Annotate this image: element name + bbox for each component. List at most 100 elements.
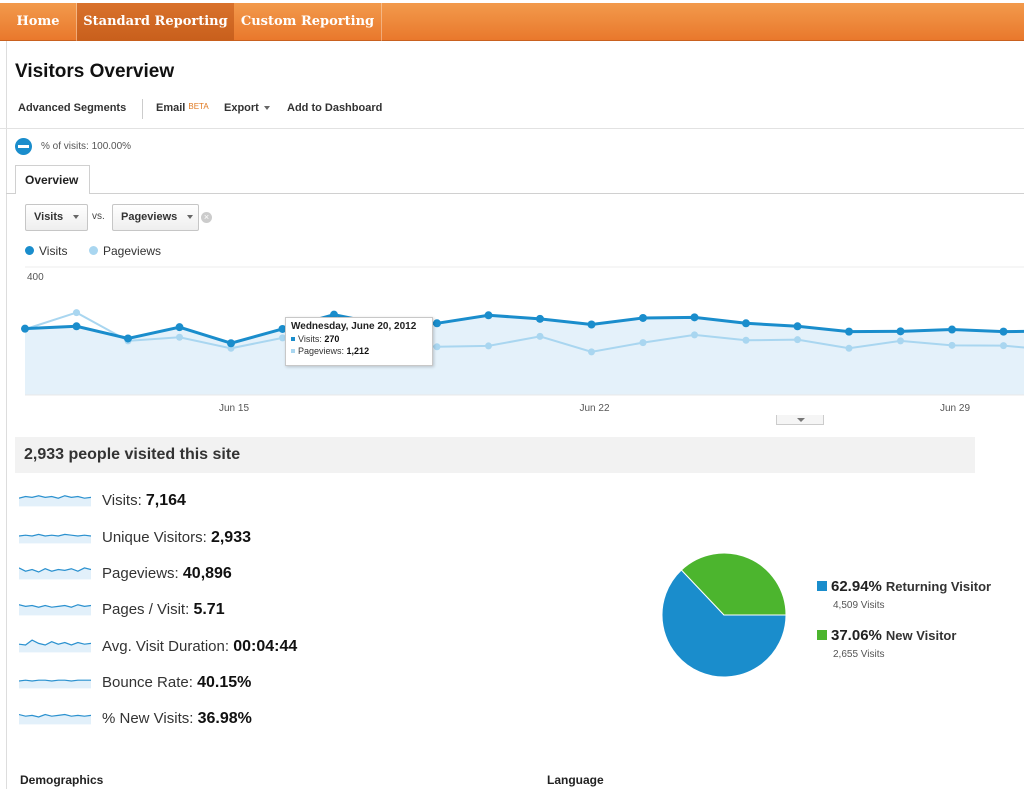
returning-label: Returning Visitor [885,579,992,594]
visits-point[interactable] [227,339,235,348]
primary-metric-label: Visits [34,211,64,223]
x-tick-label: Jun 29 [940,403,970,414]
pageviews-point[interactable] [588,348,595,356]
pie-legend-returning[interactable]: 62.94% Returning Visitor 4,509 Visits [817,578,991,611]
pageviews-point[interactable] [639,339,647,347]
nav-tab-standard-reporting[interactable]: Standard Reporting [77,3,234,41]
metric-value: 40.15% [197,674,252,691]
pageviews-point[interactable] [536,332,544,340]
metric-label: % New Visits: 36.98% [102,710,252,728]
visits-point[interactable] [948,325,956,334]
remove-comparison-icon[interactable]: × [201,212,212,223]
tooltip-pageviews: Pageviews: 1,212 [291,346,427,356]
visits-point[interactable] [845,327,853,336]
legend-visits-label: Visits [39,244,68,258]
visits-point[interactable] [793,322,802,331]
y-tick-label: 400 [27,272,44,283]
pageviews-point[interactable] [897,337,904,345]
metric-name: Bounce Rate: [102,674,193,691]
visits-point[interactable] [896,327,905,336]
visitor-type-pie-chart[interactable] [662,553,792,683]
actions-bar: Advanced Segments Email BETA Export Add t… [0,92,1024,129]
visits-point[interactable] [639,313,647,322]
metric-name: Pageviews: [102,565,179,582]
tooltip-visits: Visits: 270 [291,334,427,344]
visits-point[interactable] [433,319,441,328]
pageviews-point[interactable] [73,309,80,317]
vs-label: vs. [92,211,105,222]
visits-point[interactable] [536,314,544,323]
visits-point[interactable] [175,323,184,332]
sparkline-icon [19,604,91,616]
comparison-metric-label: Pageviews [121,211,178,223]
metric-label: Bounce Rate: 40.15% [102,674,251,692]
language-heading: Language [547,773,604,787]
nav-tab-custom-reporting[interactable]: Custom Reporting [234,3,382,41]
visits-point[interactable] [484,311,493,320]
x-tick-label: Jun 15 [219,403,249,414]
actions-divider [142,99,143,119]
pageviews-point[interactable] [845,344,853,352]
pageviews-point[interactable] [794,336,801,344]
beta-badge: BETA [188,102,209,111]
pageviews-point[interactable] [433,343,441,351]
new-label: New Visitor [885,628,957,643]
tab-divider-left [6,193,15,194]
primary-metric-select[interactable]: Visits [25,204,88,231]
pageviews-point[interactable] [279,334,286,342]
advanced-segments-button[interactable]: Advanced Segments [18,102,127,114]
legend-pageviews-dot [89,246,98,255]
email-button[interactable]: Email BETA [156,102,209,114]
export-button[interactable]: Export [224,102,270,114]
sparkline-icon [19,533,91,544]
pageviews-point[interactable] [1000,342,1007,350]
visits-point[interactable] [124,334,132,343]
pageviews-point[interactable] [485,342,492,350]
comparison-metric-select[interactable]: Pageviews [112,204,199,231]
visits-point[interactable] [278,324,287,333]
new-count: 2,655 Visits [833,649,885,660]
metric-name: Visits: [102,492,142,509]
summary-heading: 2,933 people visited this site [15,437,975,473]
tab-overview[interactable]: Overview [15,165,90,194]
x-tick-label: Jun 22 [579,403,609,414]
segment-percentage: % of visits: 100.00% [41,141,132,152]
chart-expand-handle[interactable] [776,415,824,425]
visits-point[interactable] [999,327,1008,336]
visits-point[interactable] [72,322,81,331]
metric-name: % New Visits: [102,710,194,727]
email-label: Email [156,102,186,114]
pageviews-point[interactable] [742,336,750,344]
pageviews-point[interactable] [948,341,956,349]
pie-slice-new[interactable] [680,553,787,616]
tab-divider [90,193,1024,194]
nav-tab-home[interactable]: Home [0,3,77,41]
tooltip-date: Wednesday, June 20, 2012 [291,321,417,332]
returning-count: 4,509 Visits [833,600,885,611]
legend-pageviews-label: Pageviews [103,244,162,258]
metric-value: 40,896 [182,565,232,582]
visits-point[interactable] [690,313,699,322]
returning-percent: 62.94% [831,578,882,595]
legend-pageviews[interactable]: Pageviews [89,244,161,258]
chart-tooltip: Wednesday, June 20, 2012 Visits: 270 Pag… [285,317,433,366]
visits-point[interactable] [742,319,750,328]
sparkline-icon [19,713,91,725]
page-title: Visitors Overview [15,61,175,82]
pageviews-point[interactable] [691,331,698,339]
visits-point[interactable] [587,320,596,329]
metric-label: Avg. Visit Duration: 00:04:44 [102,638,297,656]
chevron-down-icon [187,215,194,220]
pie-slice-returning[interactable] [662,569,787,678]
visits-point[interactable] [21,324,29,333]
chevron-down-icon [263,106,270,111]
pie-legend-new[interactable]: 37.06% New Visitor 2,655 Visits [817,627,956,660]
pageviews-point[interactable] [176,333,183,341]
add-to-dashboard-button[interactable]: Add to Dashboard [287,102,383,114]
legend-visits[interactable]: Visits [25,244,67,258]
metric-name: Unique Visitors: [102,529,207,546]
visits-point[interactable] [330,310,338,319]
tooltip-visits-value: 270 [324,334,340,344]
legend-visits-dot [25,246,34,255]
